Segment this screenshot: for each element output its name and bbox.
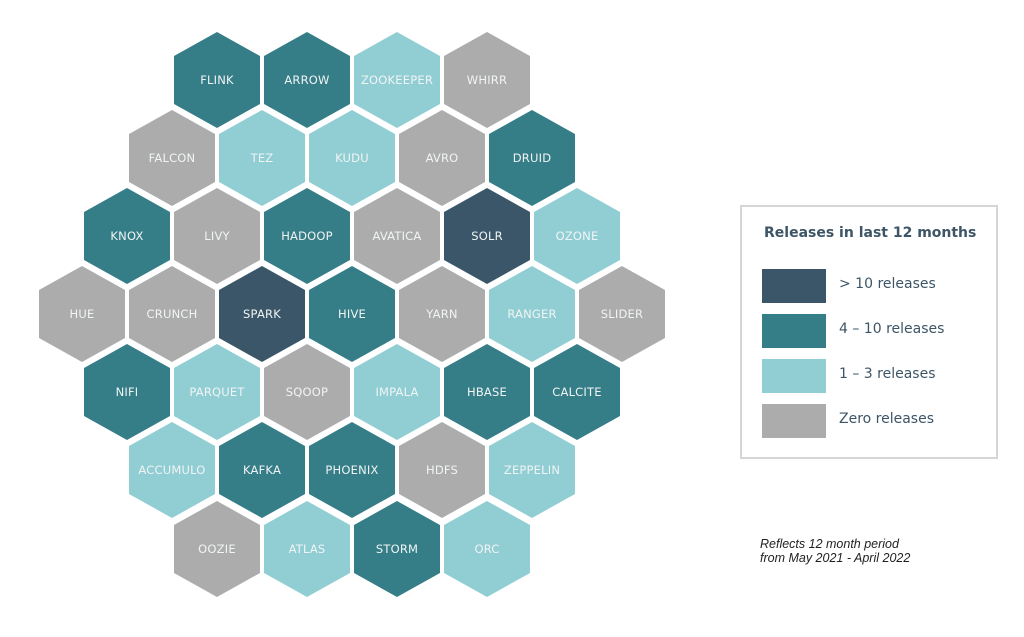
hex-tile-druid: DRUID [489,110,575,206]
hex-label: KAFKA [242,463,282,477]
hex-label: YARN [426,307,458,321]
hex-label: ATLAS [288,542,326,556]
hex-tile-zookeeper: ZOOKEEPER [354,32,440,128]
legend-swatch-high [762,269,826,303]
hex-label: RANGER [507,307,557,321]
hex-label: FLINK [200,73,234,87]
hex-tile-sqoop: SQOOP [264,344,350,440]
hex-tile-hue: HUE [39,266,125,362]
hex-label: OZONE [555,229,599,243]
hex-label: LIVY [204,229,230,243]
hex-tile-parquet: PARQUET [174,344,260,440]
legend-title: Releases in last 12 months [764,225,977,241]
hex-label: PARQUET [189,385,245,399]
hex-tile-kudu: KUDU [309,110,395,206]
legend-label-zero: Zero releases [839,411,935,427]
hex-tile-spark: SPARK [219,266,305,362]
hex-tile-zeppelin: ZEPPELIN [489,422,575,518]
hex-tile-knox: KNOX [84,188,170,284]
legend-label-mid: 4 – 10 releases [839,321,945,337]
hex-tile-hadoop: HADOOP [264,188,350,284]
hex-label: ORC [474,542,500,556]
legend-swatch-low [762,359,826,393]
hex-label: DRUID [512,151,552,165]
hex-tile-whirr: WHIRR [444,32,530,128]
hex-label: ARROW [284,73,330,87]
hex-tile-arrow: ARROW [264,32,350,128]
hex-label: AVRO [425,151,459,165]
hex-tile-yarn: YARN [399,266,485,362]
hex-label: HUE [69,307,95,321]
hex-tile-avatica: AVATICA [354,188,440,284]
hex-tile-ranger: RANGER [489,266,575,362]
hex-tile-phoenix: PHOENIX [309,422,395,518]
hex-label: TEZ [250,151,274,165]
hex-label: AVATICA [372,229,422,243]
hex-label: CALCITE [552,385,602,399]
hex-label: STORM [375,542,419,556]
hex-label: KNOX [110,229,144,243]
period-note: Reflects 12 month period from May 2021 -… [760,537,910,565]
hex-tile-kafka: KAFKA [219,422,305,518]
legend-item-mid: 4 – 10 releases [762,314,982,350]
legend-item-high: > 10 releases [762,269,982,305]
hex-tile-orc: ORC [444,501,530,597]
hex-tile-slider: SLIDER [579,266,665,362]
hex-label: SLIDER [600,307,644,321]
hex-tile-solr: SOLR [444,188,530,284]
hex-tile-falcon: FALCON [129,110,215,206]
hex-tile-ozone: OZONE [534,188,620,284]
hex-tile-livy: LIVY [174,188,260,284]
legend: Releases in last 12 months > 10 releases… [740,205,998,459]
legend-item-low: 1 – 3 releases [762,359,982,395]
hex-label: OOZIE [198,542,236,556]
hex-label: SQOOP [285,385,329,399]
hex-label: PHOENIX [325,463,379,477]
hex-label: IMPALA [375,385,419,399]
hex-label: ZOOKEEPER [360,73,434,87]
hex-tile-hive: HIVE [309,266,395,362]
hex-tile-storm: STORM [354,501,440,597]
legend-label-low: 1 – 3 releases [839,366,936,382]
hex-label: CRUNCH [146,307,198,321]
hex-label: FALCON [148,151,196,165]
hex-label: WHIRR [466,73,508,87]
hex-label: SOLR [471,229,503,243]
legend-swatch-zero [762,404,826,438]
hex-label: HDFS [425,463,458,477]
legend-label-high: > 10 releases [839,276,936,292]
period-note-line-2: from May 2021 - April 2022 [760,551,911,565]
hex-tile-hdfs: HDFS [399,422,485,518]
hex-label: NIFI [115,385,139,399]
hex-tile-flink: FLINK [174,32,260,128]
hex-label: HBASE [467,385,507,399]
hex-tile-map: FLINK ARROW ZOOKEEPER WHIRR FALCON TEZ KUDU AVR… [39,32,665,597]
hex-tile-impala: IMPALA [354,344,440,440]
hex-label: ACCUMULO [138,463,206,477]
hex-tile-calcite: CALCITE [534,344,620,440]
period-note-line-1: Reflects 12 month period [760,537,899,551]
hex-tile-accumulo: ACCUMULO [129,422,215,518]
hex-label: HIVE [338,307,366,321]
hex-tile-oozie: OOZIE [174,501,260,597]
hex-label: SPARK [243,307,281,321]
hex-tile-avro: AVRO [399,110,485,206]
hex-tile-tez: TEZ [219,110,305,206]
hex-tile-nifi: NIFI [84,344,170,440]
hex-label: KUDU [335,151,369,165]
hex-tile-crunch: CRUNCH [129,266,215,362]
hex-tile-atlas: ATLAS [264,501,350,597]
hex-label: ZEPPELIN [503,463,561,477]
hex-tile-hbase: HBASE [444,344,530,440]
legend-swatch-mid [762,314,826,348]
legend-item-zero: Zero releases [762,404,982,440]
hex-label: HADOOP [281,229,333,243]
